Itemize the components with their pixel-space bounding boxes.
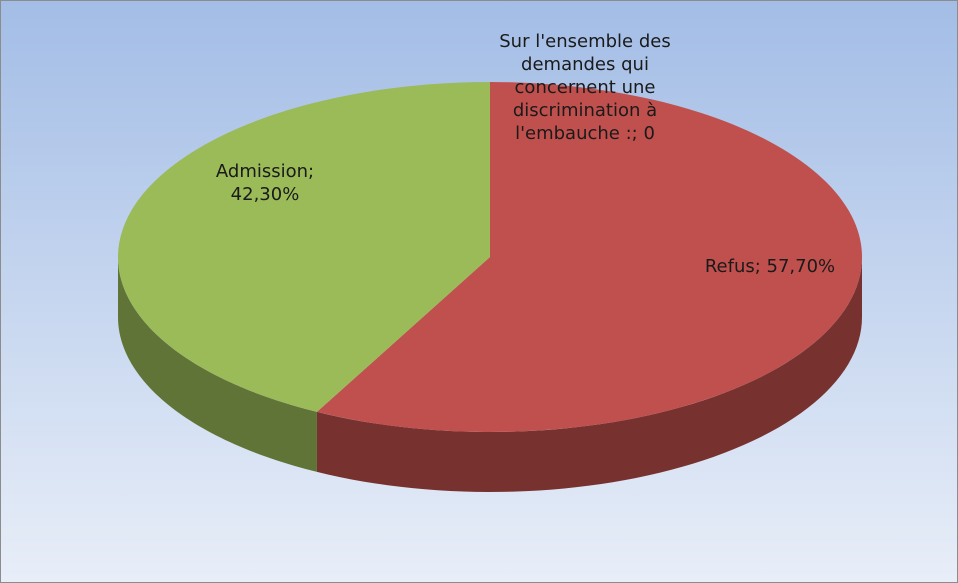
data-label: Sur l'ensemble des demandes qui concerne… (495, 30, 675, 145)
data-label: Admission; 42,30% (190, 160, 340, 206)
slice (316, 82, 862, 433)
label-value: 42,30% (230, 184, 300, 205)
data-label: Refus; 57,70% (680, 255, 860, 278)
slice-side (118, 257, 317, 472)
label-separator: ; (631, 123, 644, 144)
label-separator: ; (308, 161, 320, 182)
slice-side (316, 257, 862, 492)
label-value: 57,70% (766, 256, 836, 277)
label-separator: ; (754, 256, 767, 277)
label-category: Sur l'ensemble des demandes qui concerne… (499, 31, 671, 144)
label-category: Admission (215, 161, 309, 182)
label-category: Refus (704, 256, 755, 277)
slice (118, 82, 491, 412)
label-value: 0 (643, 123, 655, 144)
